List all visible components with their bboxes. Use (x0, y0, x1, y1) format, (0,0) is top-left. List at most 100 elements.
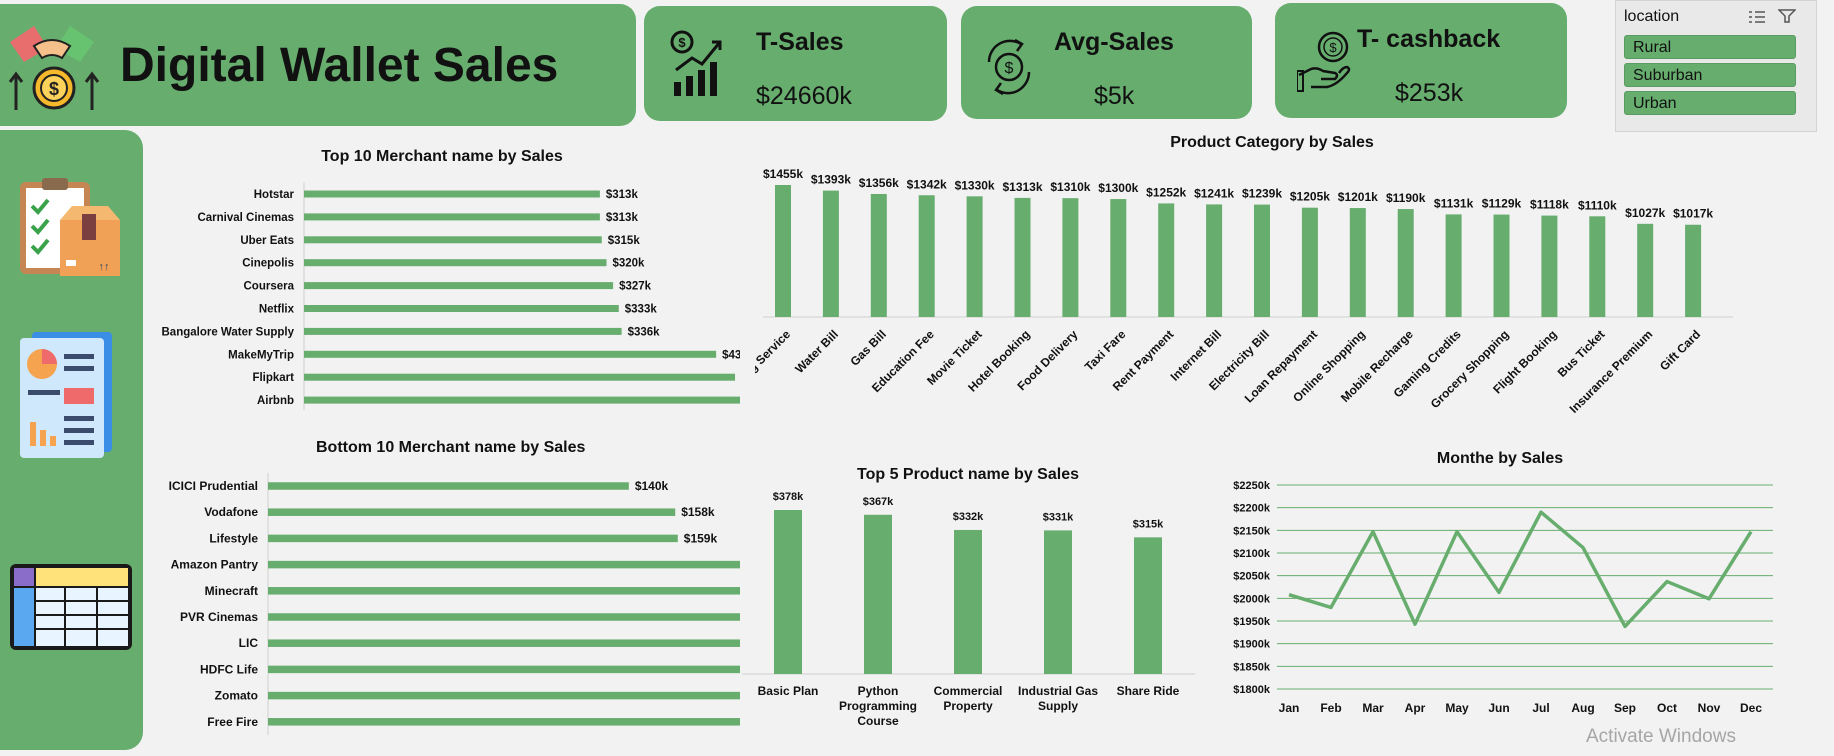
bar (1044, 530, 1072, 674)
data-label: $333k (625, 304, 658, 316)
title-panel: $ Digital Wallet Sales (0, 4, 636, 126)
category-label: Python (858, 684, 899, 698)
data-label: $159k (684, 531, 718, 545)
data-label: $315k (1133, 518, 1164, 530)
chart-title-top10-merchants: Top 10 Merchant name by Sales (321, 148, 563, 165)
category-label: Taxi Fare (1082, 327, 1129, 374)
category-label: Coursera (244, 281, 295, 293)
clipboard-box-icon[interactable]: ↑↑ (16, 176, 124, 280)
bar (304, 373, 736, 381)
y-tick-label: $1800k (1233, 684, 1271, 696)
y-tick-label: $2250k (1233, 480, 1271, 492)
bar (1110, 199, 1127, 317)
category-label: Share Ride (1117, 684, 1180, 698)
bar (304, 327, 622, 335)
report-chart-icon[interactable] (18, 330, 116, 460)
category-label: Zomato (215, 689, 258, 703)
x-tick-label: Apr (1405, 701, 1426, 715)
bar (304, 259, 607, 267)
data-label: $331k (1043, 511, 1074, 523)
slicer-item-urban[interactable]: Urban (1624, 91, 1796, 115)
bar (966, 196, 983, 317)
category-label: Programming (839, 699, 917, 713)
sales-growth-chart-icon: $ (670, 30, 722, 96)
category-label: Property (943, 699, 993, 713)
table-sheet-icon[interactable] (8, 562, 134, 652)
data-label: $1241k (1194, 186, 1234, 200)
multi-select-icon[interactable] (1748, 9, 1766, 25)
x-tick-label: Dec (1740, 701, 1762, 715)
data-label: $1017k (1673, 207, 1713, 221)
dashboard-title: Digital Wallet Sales (120, 39, 559, 92)
category-label: Flipkart (252, 372, 294, 384)
slicer-item-suburban[interactable]: Suburban (1624, 63, 1796, 87)
bar (268, 718, 740, 726)
bar (1158, 203, 1175, 317)
category-label: Uber Eats (240, 235, 294, 247)
x-tick-label: May (1445, 701, 1469, 715)
bar (268, 508, 676, 516)
chart-title-top5-products: Top 5 Product name by Sales (857, 466, 1079, 483)
location-slicer[interactable]: location Rural Suburban Urban (1615, 0, 1817, 132)
x-tick-label: Mar (1362, 701, 1384, 715)
category-label: Commercial (934, 684, 1003, 698)
bar (268, 613, 740, 621)
category-label: Carnival Cinemas (197, 212, 294, 224)
category-label: Vodafone (204, 505, 258, 519)
data-label: $158k (681, 505, 715, 519)
y-tick-label: $2200k (1233, 503, 1271, 515)
category-label: Hotstar (254, 189, 295, 201)
category-label: Course (857, 714, 899, 728)
bar (304, 213, 600, 221)
data-label: $378k (773, 491, 804, 503)
bar (1014, 197, 1031, 317)
kpi-value: $253k (1395, 79, 1464, 107)
data-label: $313k (606, 189, 639, 201)
data-label: $332k (953, 511, 984, 523)
category-label: HDFC Life (200, 662, 258, 676)
data-label: $1190k (1386, 191, 1426, 205)
category-label: Amazon Pantry (171, 558, 259, 572)
handshake-money-icon: $ (8, 26, 100, 110)
bar (1685, 224, 1702, 317)
kpi-card-total-cashback: $ T- cashback $253k (1275, 3, 1567, 118)
y-tick-label: $1850k (1233, 661, 1271, 673)
bar (870, 193, 887, 317)
x-tick-label: Sep (1614, 701, 1636, 715)
category-label: Cinepolis (242, 258, 294, 270)
category-label: Gift Card (1657, 327, 1703, 373)
data-label: $367k (863, 496, 894, 508)
bar (304, 396, 740, 404)
kpi-title: T-Sales (756, 28, 844, 56)
bar (304, 236, 602, 244)
x-tick-label: Oct (1657, 701, 1677, 715)
bar (1254, 204, 1270, 317)
data-label: $1110k (1578, 198, 1617, 212)
bar (1589, 216, 1606, 317)
data-label: $1330k (955, 178, 995, 192)
bar (268, 587, 740, 595)
data-label: $1455k (763, 167, 803, 181)
kpi-value: $24660k (756, 82, 852, 110)
data-label: $1252k (1146, 185, 1186, 199)
slicer-item-rural[interactable]: Rural (1624, 35, 1796, 59)
bar (918, 195, 935, 317)
category-label: ICICI Prudential (169, 479, 258, 493)
top10-merchants-chart: Hotstar $313k Carnival Cinemas $313k Uber Ea… (162, 182, 740, 410)
clear-filter-icon[interactable] (1777, 8, 1797, 24)
chart-title-monthly-sales: Monthe by Sales (1436, 450, 1564, 467)
kpi-value: $5k (1094, 82, 1135, 110)
product-category-chart: $1455k Streaming Service $1393k Water Bill $… (755, 167, 1733, 416)
bar (864, 514, 892, 674)
chart-title-product-category: Product Category by Sales (1170, 134, 1374, 151)
top5-products-chart: $378k Basic Plan $367k PythonProgrammingCou… (742, 491, 1195, 728)
category-label: Lifestyle (209, 531, 258, 545)
hand-coin-icon: $ (1297, 31, 1351, 92)
activate-windows-watermark: Activate Windows (1586, 726, 1736, 747)
bar (268, 665, 740, 674)
x-tick-label: Jul (1532, 701, 1549, 715)
data-label: $320k (612, 258, 645, 270)
bar (822, 190, 839, 317)
bar (1134, 537, 1162, 674)
category-label: Airbnb (257, 395, 294, 407)
